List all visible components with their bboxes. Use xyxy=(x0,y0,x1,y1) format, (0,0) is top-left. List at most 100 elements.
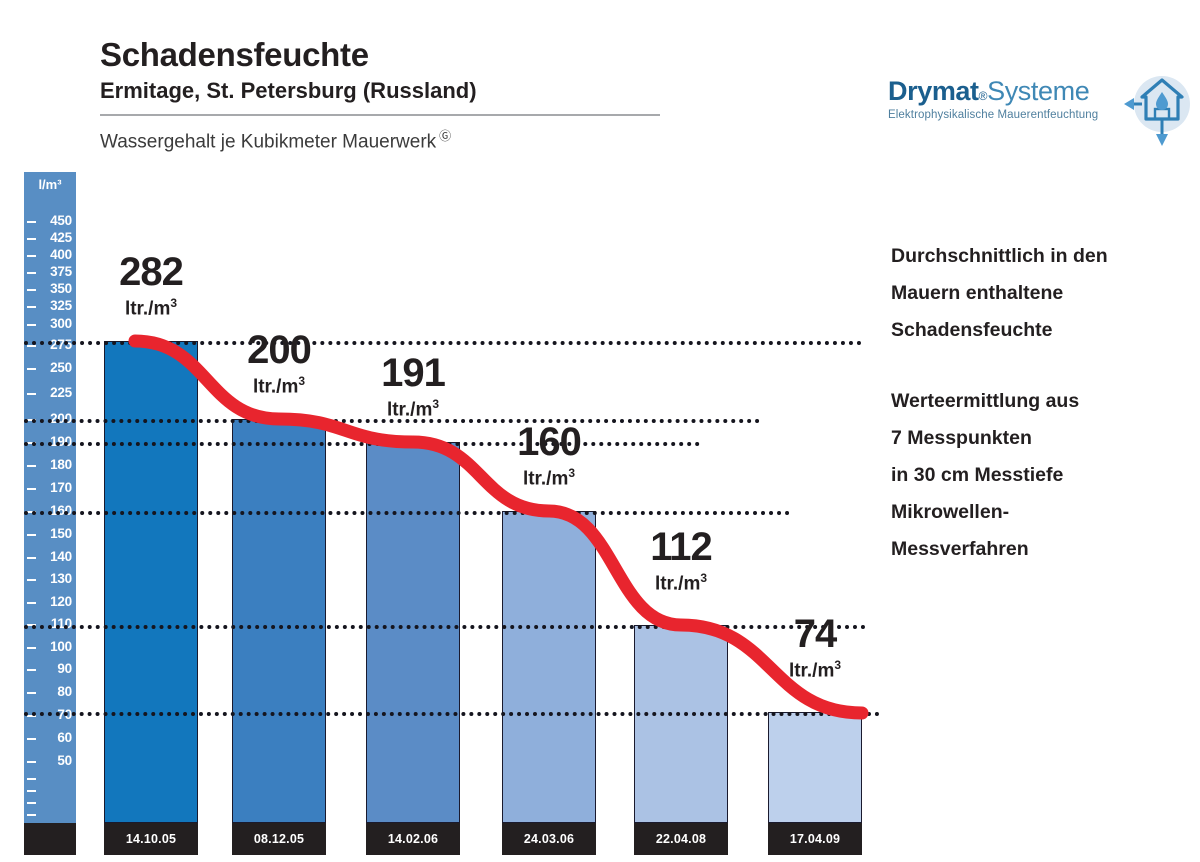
y-axis-tick-mark xyxy=(27,306,36,308)
y-axis-tick-mark xyxy=(27,715,36,717)
y-axis-tick-label: 225 xyxy=(50,385,72,400)
y-axis-tick-mark xyxy=(27,221,36,223)
guide-line-160 xyxy=(24,511,790,515)
bar-date-label: 24.03.06 xyxy=(502,823,596,855)
bar-value-number: 191 xyxy=(381,351,446,395)
y-axis-tick-label: 120 xyxy=(50,594,72,609)
y-axis-tick-mark xyxy=(27,393,36,395)
y-axis-tick-mark xyxy=(27,488,36,490)
bar-24.03.06[interactable] xyxy=(502,511,596,823)
y-axis-tick-label: 300 xyxy=(50,316,72,331)
bar-value-number: 200 xyxy=(247,328,312,372)
bar-value-unit: ltr./m3 xyxy=(252,374,306,398)
bar-value-label: 74 ltr./m3 xyxy=(768,614,862,680)
y-axis-tick-label: 90 xyxy=(57,661,72,676)
guide-line-190 xyxy=(24,442,700,446)
guide-line-74 xyxy=(24,712,880,716)
y-axis-tick-mark xyxy=(27,738,36,740)
copyright-mark-icon: Ⓖ xyxy=(439,128,452,143)
bar-08.12.05[interactable] xyxy=(232,419,326,823)
y-axis-unit-label: l/m³ xyxy=(38,177,62,192)
page-title: Schadensfeuchte xyxy=(100,36,369,73)
bar-date-label: 17.04.09 xyxy=(768,823,862,855)
y-axis-tick-label: 180 xyxy=(50,457,72,472)
note-line-7: Mikrowellen- xyxy=(891,501,1010,523)
y-axis-tick-label: 150 xyxy=(50,526,72,541)
y-axis-tick-mark xyxy=(27,368,36,370)
bar-date-label: 14.02.06 xyxy=(366,823,460,855)
logo-word-drymat: Drymat xyxy=(888,76,979,106)
bar-value-number: 160 xyxy=(517,420,582,464)
bar-value-unit: ltr./m3 xyxy=(386,397,440,421)
guide-line-282 xyxy=(24,341,862,345)
note-line-8: Messverfahren xyxy=(891,538,1029,560)
y-axis-tick-mark xyxy=(27,761,36,763)
y-axis-tick-label: 130 xyxy=(50,571,72,586)
y-axis-footer-block xyxy=(24,823,76,855)
notes-block: Durchschnittlich in den Mauern enthalten… xyxy=(891,238,1191,568)
bar-value-unit: ltr./m3 xyxy=(788,658,842,682)
y-axis-tick-mark xyxy=(27,647,36,649)
y-axis-tick-label: 50 xyxy=(57,753,72,768)
bar-value-label: 200 ltr./m3 xyxy=(232,330,326,396)
note-line-2: Mauern enthaltene xyxy=(891,282,1064,304)
logo-tagline: Elektrophysikalische Mauerentfeuchtung xyxy=(888,109,1099,121)
y-axis-tick-label: 80 xyxy=(57,684,72,699)
y-axis: l/m³ 450 425 400 375 350 325 300 275 250 225 200 19… xyxy=(24,172,76,855)
bar-date-label: 22.04.08 xyxy=(634,823,728,855)
page-subtitle: Ermitage, St. Petersburg (Russland) xyxy=(100,77,477,103)
note-line-3: Schadensfeuchte xyxy=(891,319,1053,341)
y-axis-tick-mark xyxy=(27,534,36,536)
bar-value-number: 282 xyxy=(119,250,184,294)
bar-date-label: 08.12.05 xyxy=(232,823,326,855)
y-axis-tick-mark xyxy=(27,465,36,467)
y-axis-tick-label: 170 xyxy=(50,480,72,495)
y-axis-tick-mark xyxy=(27,579,36,581)
bar-22.04.08[interactable] xyxy=(634,625,728,823)
bar-value-unit: ltr./m3 xyxy=(522,466,576,490)
bar-14.10.05[interactable] xyxy=(104,341,198,823)
y-axis-tick-label: 325 xyxy=(50,298,72,313)
y-axis-tick-label: 450 xyxy=(50,213,72,228)
y-axis-tick-mark xyxy=(27,345,36,347)
y-axis-tick-mark xyxy=(27,255,36,257)
house-water-drop-icon xyxy=(1124,76,1190,146)
y-axis-tick-label: 60 xyxy=(57,730,72,745)
registered-trademark-icon: ® xyxy=(978,89,988,103)
bar-date-label: 14.10.05 xyxy=(104,823,198,855)
logo-word-systeme: Systeme xyxy=(987,76,1090,106)
y-axis-tick-mark xyxy=(27,790,36,792)
y-axis-tick-mark xyxy=(27,272,36,274)
y-axis-tick-mark xyxy=(27,324,36,326)
y-axis-tick-label: 350 xyxy=(50,281,72,296)
bar-value-unit: ltr./m3 xyxy=(124,296,178,320)
y-axis-tick-label: 140 xyxy=(50,549,72,564)
bar-value-label: 160 ltr./m3 xyxy=(502,422,596,488)
y-axis-tick-mark xyxy=(27,289,36,291)
y-axis-tick-label: 375 xyxy=(50,264,72,279)
note-line-6: in 30 cm Messtiefe xyxy=(891,464,1064,486)
y-axis-tick-label: 400 xyxy=(50,247,72,262)
logo-wordmark: Drymat®Systeme xyxy=(888,78,1188,105)
bar-value-number: 74 xyxy=(793,612,838,656)
y-axis-tick-mark xyxy=(27,238,36,240)
y-axis-tick-mark xyxy=(27,692,36,694)
bar-value-label: 282 ltr./m3 xyxy=(104,252,198,318)
y-axis-tick-mark xyxy=(27,814,36,816)
y-axis-tick-mark xyxy=(27,802,36,804)
bar-value-label: 112 ltr./m3 xyxy=(634,527,728,593)
y-axis-tick-mark xyxy=(27,669,36,671)
bar-value-unit: ltr./m3 xyxy=(654,571,708,595)
y-axis-tick-mark xyxy=(27,778,36,780)
y-axis-tick-label: 425 xyxy=(50,230,72,245)
note-line-5: 7 Messpunkten xyxy=(891,427,1032,449)
guide-line-110 xyxy=(24,625,866,629)
chart-caption-text: Wassergehalt je Kubikmeter Mauerwerk xyxy=(100,131,437,153)
bar-17.04.09[interactable] xyxy=(768,712,862,823)
header-block: Schadensfeuchte Ermitage, St. Petersburg… xyxy=(100,36,670,153)
chart-caption: Wassergehalt je Kubikmeter Mauerwerk Ⓖ xyxy=(100,127,670,153)
y-axis-tick-mark xyxy=(27,602,36,604)
bar-14.02.06[interactable] xyxy=(366,442,460,823)
note-line-4: Werteermittlung aus xyxy=(891,390,1080,412)
